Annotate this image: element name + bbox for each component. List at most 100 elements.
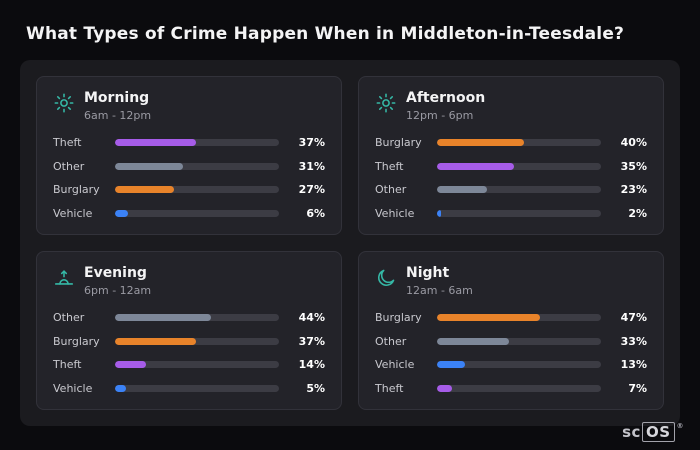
card-header: Evening 6pm - 12am: [53, 265, 325, 297]
card-subtitle: 6am - 12pm: [84, 109, 152, 122]
crime-label: Other: [375, 334, 407, 348]
crime-label: Vehicle: [53, 206, 93, 220]
card-header: Night 12am - 6am: [375, 265, 647, 297]
card-title: Evening: [84, 265, 147, 281]
percent-value: 23%: [620, 183, 647, 197]
crime-label: Vehicle: [375, 206, 415, 220]
bar-track: [437, 162, 601, 170]
sun-icon: [375, 92, 397, 114]
card-subtitle: 12pm - 6pm: [406, 109, 474, 122]
bar-fill: [115, 162, 183, 170]
crime-label: Vehicle: [375, 358, 415, 372]
bar-fill: [437, 384, 453, 392]
crime-row: Burglary 37%: [53, 335, 325, 348]
bar-track: [115, 314, 279, 321]
moon-icon: [375, 267, 397, 289]
bar-fill: [115, 384, 126, 392]
crime-label: Vehicle: [53, 381, 93, 395]
bar-fill: [115, 186, 175, 194]
card-subtitle: 6pm - 12am: [84, 284, 152, 297]
crime-label: Burglary: [375, 311, 422, 324]
card-subtitle: 12am - 6am: [406, 284, 473, 297]
percent-value: 40%: [620, 136, 647, 149]
crime-row: Other 31%: [53, 160, 325, 173]
bar-track: [115, 186, 279, 194]
dashboard-panel: Morning 6am - 12pm Theft 37% Other 31% B…: [20, 60, 680, 426]
bar-track: [115, 337, 279, 345]
card-title: Afternoon: [406, 90, 486, 106]
crime-row: Other 23%: [375, 183, 647, 196]
crime-row: Burglary 27%: [53, 183, 325, 196]
crime-row: Theft 37%: [53, 136, 325, 149]
bar-fill: [437, 139, 525, 146]
crime-label: Other: [53, 311, 85, 324]
sunset-icon: [53, 267, 75, 289]
crime-row: Burglary 40%: [375, 136, 647, 149]
crime-row: Other 33%: [375, 335, 647, 348]
bar-fill: [437, 162, 514, 170]
bar-fill: [115, 361, 146, 369]
bar-fill: [115, 209, 129, 217]
bar-track: [115, 209, 279, 217]
crime-row: Theft 14%: [53, 358, 325, 371]
bar-fill: [437, 209, 442, 217]
crime-row: Other 44%: [53, 311, 325, 324]
brand-logo: sc OS ®: [622, 422, 684, 442]
bar-rows: Other 44% Burglary 37% Theft 14% Vehicle…: [53, 311, 325, 397]
sun-icon: [53, 92, 75, 114]
crime-label: Theft: [53, 136, 82, 149]
brand-text-sc: sc: [622, 423, 641, 441]
bar-track: [437, 186, 601, 194]
crime-row: Theft 35%: [375, 160, 647, 173]
percent-value: 6%: [306, 206, 325, 220]
crime-row: Vehicle 6%: [53, 207, 325, 220]
page-title: What Types of Crime Happen When in Middl…: [26, 24, 625, 44]
crime-row: Theft 7%: [375, 382, 647, 395]
crime-label: Other: [53, 159, 85, 173]
time-card-afternoon: Afternoon 12pm - 6pm Burglary 40% Theft …: [358, 76, 664, 235]
bar-fill: [437, 314, 540, 321]
percent-value: 44%: [298, 311, 325, 324]
bar-fill: [437, 361, 466, 369]
bar-fill: [115, 139, 196, 146]
bar-track: [437, 337, 601, 345]
crime-label: Burglary: [53, 334, 100, 348]
bar-track: [115, 162, 279, 170]
registered-mark: ®: [676, 422, 684, 430]
time-card-evening: Evening 6pm - 12am Other 44% Burglary 37…: [36, 251, 342, 410]
crime-label: Burglary: [53, 183, 100, 197]
bar-rows: Theft 37% Other 31% Burglary 27% Vehicle…: [53, 136, 325, 222]
card-header: Afternoon 12pm - 6pm: [375, 90, 647, 122]
percent-value: 35%: [620, 159, 647, 173]
card-title: Night: [406, 265, 450, 281]
crime-label: Theft: [375, 381, 404, 395]
percent-value: 7%: [628, 381, 647, 395]
crime-row: Vehicle 5%: [53, 382, 325, 395]
crime-row: Vehicle 2%: [375, 207, 647, 220]
bar-fill: [115, 337, 196, 345]
brand-text-os: OS: [641, 422, 675, 442]
crime-label: Theft: [375, 159, 404, 173]
card-title: Morning: [84, 90, 150, 106]
crime-label: Burglary: [375, 136, 422, 149]
bar-track: [437, 361, 601, 369]
time-card-night: Night 12am - 6am Burglary 47% Other 33% …: [358, 251, 664, 410]
percent-value: 37%: [298, 136, 325, 149]
bar-track: [437, 139, 601, 146]
time-card-morning: Morning 6am - 12pm Theft 37% Other 31% B…: [36, 76, 342, 235]
bar-fill: [115, 314, 212, 321]
bar-track: [437, 209, 601, 217]
percent-value: 13%: [620, 358, 647, 372]
percent-value: 33%: [620, 334, 647, 348]
percent-value: 2%: [628, 206, 647, 220]
crime-label: Other: [375, 183, 407, 197]
bar-track: [437, 384, 601, 392]
percent-value: 47%: [620, 311, 647, 324]
bar-fill: [437, 337, 510, 345]
bar-track: [437, 314, 601, 321]
percent-value: 31%: [298, 159, 325, 173]
crime-row: Vehicle 13%: [375, 358, 647, 371]
percent-value: 27%: [298, 183, 325, 197]
bar-fill: [437, 186, 488, 194]
bar-track: [115, 384, 279, 392]
